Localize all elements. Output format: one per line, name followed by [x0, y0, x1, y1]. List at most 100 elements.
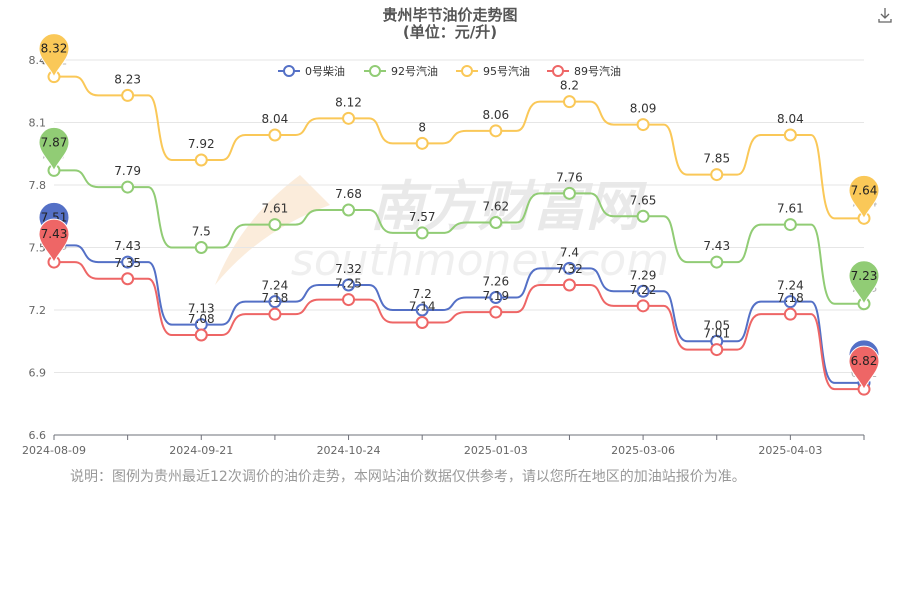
data-point[interactable]	[415, 226, 429, 240]
pin-label: 8.32	[41, 42, 68, 56]
pin-shape	[848, 260, 880, 305]
y-tick-label: 7.2	[29, 304, 47, 317]
data-point[interactable]	[636, 284, 650, 298]
data-label: 8.04	[262, 112, 289, 126]
pin-label: 7.64	[851, 183, 878, 197]
data-point[interactable]	[562, 278, 576, 292]
pin-shape	[848, 174, 880, 220]
data-label: 7.14	[409, 300, 436, 314]
data-point[interactable]	[268, 218, 282, 232]
data-label: 7.61	[262, 202, 289, 216]
y-tick-label: 6.6	[29, 429, 47, 442]
legend-item[interactable]: 95号汽油	[456, 64, 530, 78]
data-label: 7.61	[777, 202, 804, 216]
data-point[interactable]	[783, 218, 797, 232]
data-label: 8.2	[560, 79, 579, 93]
data-label: 7.19	[482, 289, 509, 303]
data-point[interactable]	[415, 136, 429, 150]
chart-title: 贵州毕节油价走势图	[382, 6, 517, 24]
data-point[interactable]	[342, 203, 356, 217]
data-label: 8.09	[630, 102, 657, 116]
data-point[interactable]	[710, 255, 724, 269]
plot-area: 7.517.437.137.247.327.27.267.47.297.057.…	[38, 33, 880, 396]
pin-marker: 7.87	[38, 126, 70, 172]
pin-shape	[38, 33, 70, 78]
data-point[interactable]	[121, 180, 135, 194]
data-label: 7.92	[188, 137, 215, 151]
data-point[interactable]	[342, 278, 356, 292]
legend-label: 0号柴油	[305, 64, 345, 78]
data-label: 7.22	[630, 283, 657, 297]
data-point[interactable]	[415, 303, 429, 317]
download-icon[interactable]	[876, 6, 894, 24]
data-point[interactable]	[489, 216, 503, 229]
legend-label: 95号汽油	[483, 64, 530, 78]
legend-marker	[369, 65, 381, 77]
data-point[interactable]	[783, 295, 797, 309]
legend-item[interactable]: 0号柴油	[278, 64, 345, 78]
data-label: 7.01	[703, 327, 730, 341]
data-point[interactable]	[562, 186, 576, 200]
data-label: 7.18	[262, 291, 289, 305]
data-label: 7.43	[114, 239, 141, 253]
data-point[interactable]	[489, 124, 503, 138]
data-label: 7.76	[556, 170, 583, 184]
data-label: 7.08	[188, 312, 215, 326]
y-tick-label: 6.9	[29, 367, 47, 380]
data-point[interactable]	[562, 261, 576, 275]
data-point[interactable]	[121, 272, 135, 286]
x-tick-label: 2024-08-09	[22, 444, 86, 457]
data-label: 7.35	[114, 256, 141, 270]
pin-marker: 8.32	[38, 33, 70, 78]
data-label: 7.85	[703, 152, 730, 166]
legend[interactable]: 0号柴油 92号汽油 95号汽油 89号汽油	[278, 64, 621, 78]
chart-note: 说明：图例为贵州最近12次调价的油价走势，本网站油价数据仅供参考，请以您所在地区…	[70, 469, 746, 485]
data-label: 7.25	[335, 277, 362, 291]
legend-marker	[283, 65, 295, 77]
data-point[interactable]	[783, 307, 797, 321]
data-point[interactable]	[121, 255, 135, 269]
data-point[interactable]	[194, 241, 208, 254]
data-point[interactable]	[710, 343, 724, 357]
data-point[interactable]	[415, 316, 429, 329]
data-point[interactable]	[710, 168, 724, 182]
data-label: 8	[418, 120, 426, 134]
pin-label: 7.23	[851, 269, 878, 283]
series-line-3	[54, 261, 864, 391]
pin-marker: 7.23	[848, 260, 880, 305]
data-point[interactable]	[636, 118, 650, 132]
pin-label: 6.82	[851, 354, 878, 368]
data-point[interactable]	[194, 328, 208, 342]
pin-shape	[848, 345, 880, 391]
data-point[interactable]	[489, 291, 503, 304]
x-tick-label: 2025-01-03	[464, 444, 528, 457]
data-point[interactable]	[783, 128, 797, 142]
data-point[interactable]	[194, 153, 208, 167]
data-label: 7.57	[409, 210, 436, 224]
data-label: 7.29	[630, 268, 657, 282]
legend-item[interactable]: 92号汽油	[364, 64, 438, 78]
legend-label: 92号汽油	[391, 64, 438, 78]
data-point[interactable]	[636, 299, 650, 313]
data-point[interactable]	[342, 293, 356, 307]
data-point[interactable]	[268, 307, 282, 321]
legend-marker	[461, 65, 473, 77]
pin-marker: 7.64	[848, 174, 880, 220]
data-point[interactable]	[342, 111, 356, 125]
data-label: 7.24	[777, 279, 804, 293]
data-label: 7.2	[413, 287, 432, 301]
data-point[interactable]	[489, 305, 503, 319]
y-tick-label: 8.1	[29, 117, 47, 130]
data-point[interactable]	[268, 295, 282, 309]
pin-marker: 7.43	[38, 218, 70, 264]
y-tick-label: 7.8	[29, 179, 47, 192]
data-point[interactable]	[562, 95, 576, 109]
data-point[interactable]	[636, 209, 650, 223]
legend-item[interactable]: 89号汽油	[547, 64, 621, 78]
data-point[interactable]	[121, 88, 135, 102]
data-label: 7.5	[192, 225, 211, 239]
data-label: 8.12	[335, 95, 362, 109]
data-point[interactable]	[268, 128, 282, 142]
legend-marker	[552, 65, 564, 77]
